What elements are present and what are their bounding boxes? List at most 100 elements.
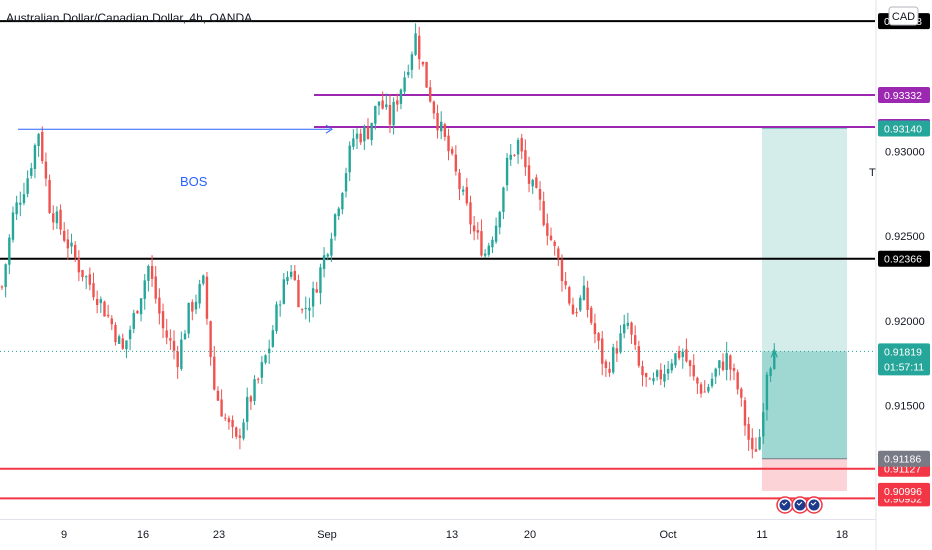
candle-body — [579, 297, 582, 311]
candle-body — [70, 242, 73, 247]
candle-body — [685, 349, 688, 362]
candle-body — [165, 330, 168, 338]
candle-body — [535, 177, 538, 188]
price-tick-3: 0.91500 — [885, 401, 925, 413]
candle-body — [546, 223, 549, 236]
price-label-1[interactable]: 0.93332 — [878, 86, 930, 103]
candle-body — [692, 365, 695, 377]
time-axis[interactable]: 9 16 23 Sep 13 20 Oct 11 18 — [0, 519, 876, 542]
candle-body — [590, 307, 593, 323]
candle-body — [615, 348, 619, 354]
price-axis[interactable]: 0.930000.925000.920000.915000.937680.933… — [875, 0, 930, 550]
candle-body — [26, 178, 29, 194]
target-price-label[interactable]: 0.93140 — [878, 120, 930, 137]
candle-body — [106, 314, 110, 317]
currency-badge[interactable]: CAD — [888, 6, 919, 26]
candle-body — [352, 138, 355, 147]
chart-title: Australian Dollar/Canadian Dollar, 4h, O… — [6, 11, 252, 25]
price-label-3[interactable]: 0.92366 — [878, 250, 930, 267]
candle-body — [549, 235, 553, 240]
candle-body — [33, 145, 37, 169]
candle-body — [491, 239, 494, 248]
candle-body — [429, 87, 432, 102]
candle-body — [66, 239, 70, 249]
candle-body — [655, 370, 659, 377]
time-tick-3: Sep — [317, 529, 337, 541]
candle-body — [553, 241, 556, 246]
candle-body — [399, 89, 403, 104]
candle-body — [22, 194, 26, 204]
time-tick-7: 11 — [756, 529, 767, 541]
candle-body — [304, 307, 307, 309]
price-label-1-bg — [878, 86, 930, 103]
candle-body — [41, 131, 44, 162]
candle-body — [282, 279, 286, 304]
currency-badge-label: CAD — [892, 11, 915, 23]
arrow-icon — [770, 347, 778, 358]
candle-body — [732, 367, 736, 371]
candle-body — [293, 270, 296, 281]
candle-body — [670, 363, 673, 371]
candle-body — [169, 338, 172, 341]
candle-body — [271, 330, 275, 347]
time-tick-5: 20 — [524, 529, 536, 541]
candle-body — [209, 321, 212, 357]
stop-loss-zone[interactable] — [762, 458, 847, 491]
candle-body — [187, 302, 190, 334]
target-price-label-bg — [878, 120, 930, 137]
current-price-label[interactable]: 0.91819 01:57:11 — [878, 343, 930, 376]
candle-body — [172, 340, 176, 351]
event-flag-icon[interactable] — [776, 496, 794, 514]
candle-body — [773, 351, 776, 370]
stop-price-label[interactable]: 0.90996 — [878, 482, 930, 499]
candle-body — [238, 435, 242, 438]
candle-body — [19, 202, 22, 205]
candle-body — [608, 368, 611, 373]
candle-body — [363, 126, 366, 142]
candle-body — [117, 336, 121, 344]
candle-body — [623, 324, 626, 334]
candle-body — [626, 322, 630, 326]
candle-body — [516, 139, 520, 155]
candle-body — [407, 72, 410, 75]
candle-body — [183, 333, 187, 340]
candle-body — [337, 208, 340, 217]
candle-body — [385, 104, 388, 108]
candle-body — [132, 312, 135, 329]
candle-body — [63, 230, 66, 241]
candle-body — [396, 100, 399, 105]
candle-body — [630, 322, 633, 335]
candle-body — [714, 368, 717, 377]
candle-body — [436, 112, 439, 131]
time-tick-4: 13 — [446, 529, 458, 541]
candle-body — [48, 179, 51, 213]
price-label-3-bg — [878, 250, 930, 267]
horizontal-levels[interactable] — [0, 20, 875, 500]
candle-body — [392, 101, 395, 126]
candle-body — [154, 276, 157, 299]
candle-body — [278, 304, 282, 306]
position-zones[interactable] — [762, 127, 847, 491]
profit-zone[interactable] — [762, 127, 847, 459]
target-marker: T — [869, 167, 876, 179]
candle-body — [740, 388, 743, 398]
candle-body — [198, 283, 201, 304]
event-flag-icon[interactable] — [805, 496, 823, 514]
candle-body — [524, 150, 527, 168]
candle-body — [403, 77, 406, 92]
candle-body — [205, 276, 209, 319]
entry-price-label[interactable]: 0.91186 — [878, 450, 930, 467]
candle-body — [297, 280, 300, 308]
candle-body — [747, 423, 750, 440]
time-tick-2: 23 — [213, 529, 225, 541]
candle-body — [52, 213, 55, 223]
candle-body — [359, 133, 362, 143]
candle-body — [440, 121, 443, 132]
candle-body — [194, 301, 198, 310]
candle-body — [421, 61, 425, 65]
candle-body — [699, 384, 703, 394]
candle-body — [681, 351, 684, 358]
candle-body — [11, 212, 15, 240]
candle-body — [8, 237, 11, 265]
